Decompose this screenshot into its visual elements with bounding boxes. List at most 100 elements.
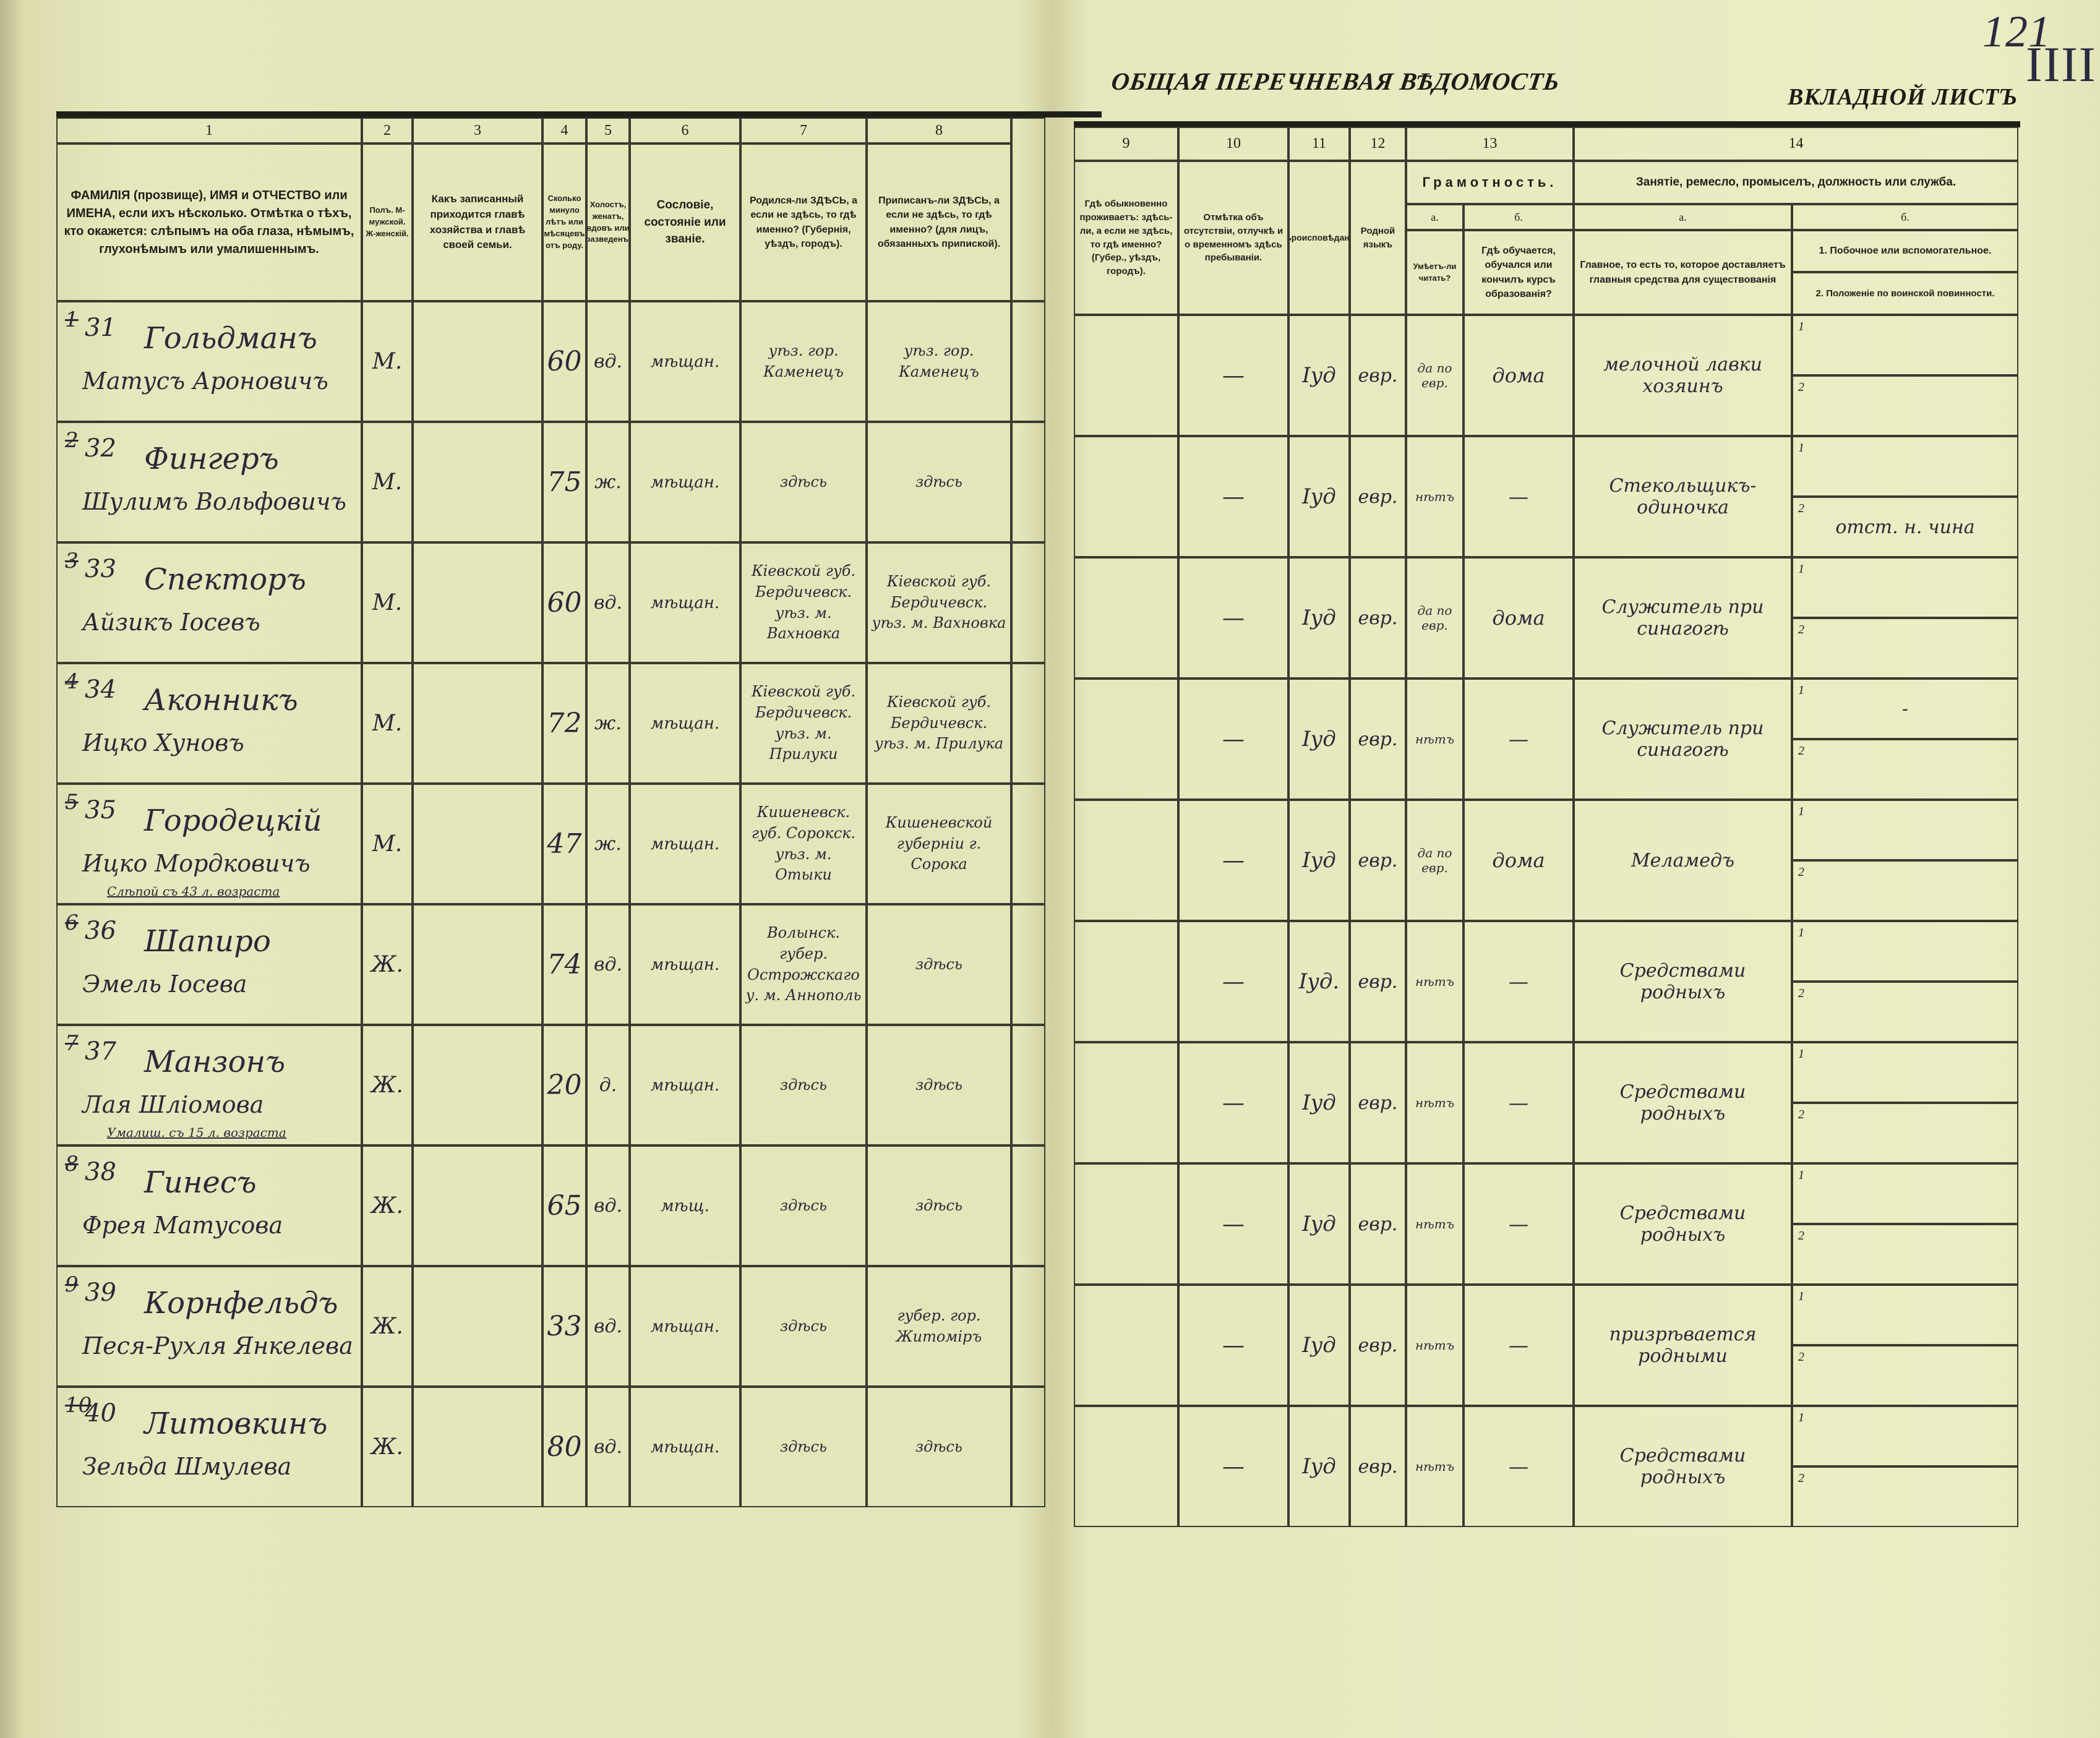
- usual-residence: [1074, 436, 1178, 557]
- sub-row-label: 2: [1798, 987, 1804, 1000]
- estate: мѣщан.: [630, 301, 740, 422]
- secondary-occupation: 1: [1792, 1042, 2018, 1103]
- entry-number: 38: [85, 1158, 116, 1186]
- blank-cell: [1011, 784, 1045, 904]
- relation-to-head: [413, 1387, 542, 1507]
- left-page: [0, 0, 1052, 1738]
- secondary-occupation: 1: [1792, 1406, 2018, 1466]
- birthplace: уѣз. гор. Каменецъ: [740, 301, 867, 422]
- column-number: 5: [586, 118, 630, 143]
- religion: Іуд: [1288, 557, 1350, 679]
- absence-mark: —: [1178, 1406, 1288, 1527]
- blank-column: [1011, 118, 1045, 301]
- education-place: —: [1464, 679, 1574, 800]
- religion: Іуд: [1288, 1042, 1350, 1163]
- column-number: 2: [362, 118, 413, 143]
- household-mark: 4: [65, 669, 79, 694]
- absence-mark: —: [1178, 557, 1288, 679]
- blank-cell: [1011, 542, 1045, 663]
- usual-residence: [1074, 679, 1178, 800]
- absence-mark: —: [1178, 800, 1288, 921]
- secondary-occupation: 1: [1792, 315, 2018, 375]
- age: 65: [542, 1145, 586, 1266]
- sub-row-label: 2: [1798, 744, 1804, 758]
- relation-to-head: [413, 301, 542, 422]
- secondary-occupation: 1: [1792, 800, 2018, 860]
- blank-cell: [1011, 301, 1045, 422]
- header-c9: Гдѣ обыкновенно проживаетъ: здѣсь-ли, а …: [1074, 161, 1178, 315]
- estate: мѣщан.: [630, 663, 740, 784]
- sub-row-label: 2: [1798, 865, 1804, 879]
- blank-cell: [1011, 663, 1045, 784]
- marital-status: вд.: [586, 904, 630, 1025]
- given-names: Песя-Рухля Янкелева: [82, 1332, 353, 1359]
- sex: М.: [362, 784, 413, 904]
- relation-to-head: [413, 1266, 542, 1387]
- household-mark: 7: [65, 1031, 79, 1056]
- military-status: 2: [1792, 1103, 2018, 1163]
- age: 72: [542, 663, 586, 784]
- name-cell: 10 40 Литовкинъ Зельда Шмулева: [56, 1387, 362, 1507]
- household-mark: 10: [65, 1393, 92, 1418]
- given-names: Эмель Іосева: [82, 970, 247, 998]
- disability-note: Умалиш. съ 15 л. возраста: [107, 1125, 286, 1140]
- military-status: 2: [1792, 739, 2018, 800]
- estate: мѣщан.: [630, 1266, 740, 1387]
- religion: Іуд: [1288, 315, 1350, 436]
- header-literacy: Грамотность.: [1406, 161, 1574, 204]
- education-place: —: [1464, 1285, 1574, 1406]
- header-c14b: б.: [1792, 204, 2018, 230]
- header-c10: Отмѣтка объ отсутствіи, отлучкѣ и о врем…: [1178, 161, 1288, 315]
- can-read: да по евр.: [1406, 557, 1464, 679]
- table-top-border: [56, 111, 1102, 118]
- education-place: —: [1464, 921, 1574, 1042]
- relation-to-head: [413, 422, 542, 542]
- education-place: дома: [1464, 557, 1574, 679]
- name-cell: 9 39 Корнфельдъ Песя-Рухля Янкелева: [56, 1266, 362, 1387]
- household-mark: 3: [65, 549, 79, 573]
- tally-marks: IIII: [2026, 38, 2097, 92]
- header-c14a-text: Главное, то есть то, которое доставляетъ…: [1574, 230, 1792, 315]
- native-language: евр.: [1350, 679, 1406, 800]
- marital-status: вд.: [586, 301, 630, 422]
- surname: Спекторъ: [144, 562, 306, 597]
- registered-place: здѣсь: [867, 1025, 1011, 1145]
- name-cell: 4 34 Аконникъ Ицко Хуновъ: [56, 663, 362, 784]
- header-c11: Вѣроисповѣданіе.: [1288, 161, 1350, 315]
- secondary-occupation: 1: [1792, 436, 2018, 497]
- native-language: евр.: [1350, 436, 1406, 557]
- religion: Іуд: [1288, 1285, 1350, 1406]
- registered-place: уѣз. гор. Каменецъ: [867, 301, 1011, 422]
- surname: Гольдманъ: [144, 321, 317, 356]
- sub-row-label: 2: [1798, 623, 1804, 636]
- absence-mark: —: [1178, 1042, 1288, 1163]
- age: 75: [542, 422, 586, 542]
- religion: Іуд: [1288, 1163, 1350, 1285]
- column-number: 14: [1574, 127, 2018, 161]
- household-mark: 8: [65, 1152, 79, 1176]
- education-place: дома: [1464, 800, 1574, 921]
- given-names: Ицко Мордковичъ: [82, 850, 311, 877]
- age: 33: [542, 1266, 586, 1387]
- sub-row-label: 2: [1798, 1108, 1804, 1121]
- registered-place: Кіевской губ. Бердичевск. уѣз. м. Вахнов…: [867, 542, 1011, 663]
- header-c13a-text: Умѣетъ-ли читать?: [1406, 230, 1464, 315]
- sex: Ж.: [362, 1145, 413, 1266]
- birthplace: Волынск. губер. Острожскаго у. м. Аннопо…: [740, 904, 867, 1025]
- column-number: 1: [56, 118, 362, 143]
- column-number: 3: [413, 118, 542, 143]
- education-place: дома: [1464, 315, 1574, 436]
- sex: Ж.: [362, 1387, 413, 1507]
- birthplace: здѣсь: [740, 1387, 867, 1507]
- estate: мѣщан.: [630, 1025, 740, 1145]
- secondary-occupation: 1: [1792, 1163, 2018, 1224]
- native-language: евр.: [1350, 557, 1406, 679]
- given-names: Шулимъ Вольфовичъ: [82, 488, 346, 515]
- age: 60: [542, 542, 586, 663]
- surname: Городецкій: [144, 803, 322, 838]
- marital-status: д.: [586, 1025, 630, 1145]
- secondary-occupation: 1: [1792, 557, 2018, 618]
- main-occupation: Меламедъ: [1574, 800, 1792, 921]
- blank-cell: [1011, 1025, 1045, 1145]
- column-number: 12: [1350, 127, 1406, 161]
